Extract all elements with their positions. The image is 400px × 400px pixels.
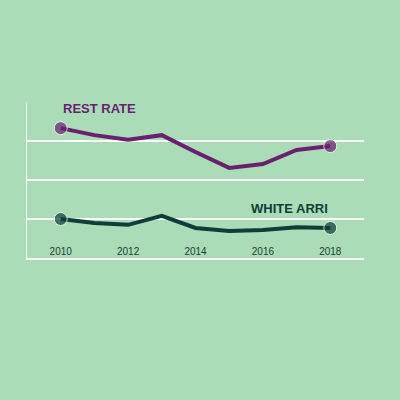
svg-text:WHITE ARRI: WHITE ARRI (251, 201, 328, 216)
svg-text:2018: 2018 (319, 246, 342, 257)
svg-text:REST RATE: REST RATE (63, 101, 136, 116)
svg-text:2010: 2010 (50, 246, 73, 257)
svg-text:2014: 2014 (184, 246, 207, 257)
svg-text:2016: 2016 (252, 246, 275, 257)
svg-text:2012: 2012 (117, 246, 140, 257)
